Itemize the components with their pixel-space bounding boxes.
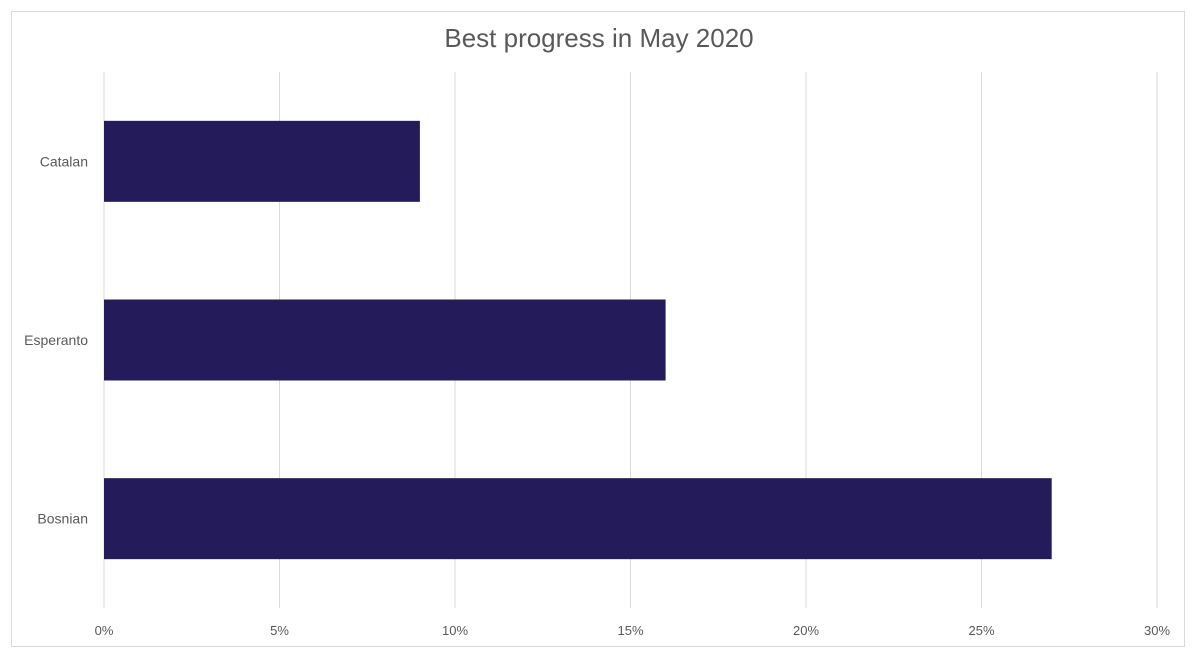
y-axis-category-labels: Catalan Esperanto Bosnian [24,153,88,526]
category-label: Bosnian [37,511,88,527]
category-label: Catalan [40,153,88,169]
x-tick-label: 20% [793,623,819,638]
bars [104,120,1052,560]
x-tick-label: 30% [1144,623,1170,638]
category-label: Esperanto [24,332,88,348]
bar-bosnian [104,478,1052,560]
x-tick-label: 5% [270,623,289,638]
chart-title: Best progress in May 2020 [444,23,754,53]
x-tick-label: 25% [968,623,994,638]
x-tick-label: 15% [617,623,643,638]
x-tick-label: 10% [442,623,468,638]
x-axis-tick-labels: 0% 5% 10% 15% 20% 25% 30% [95,623,1171,638]
x-tick-label: 0% [95,623,114,638]
bar-catalan [104,120,420,202]
bar-esperanto [104,299,666,381]
